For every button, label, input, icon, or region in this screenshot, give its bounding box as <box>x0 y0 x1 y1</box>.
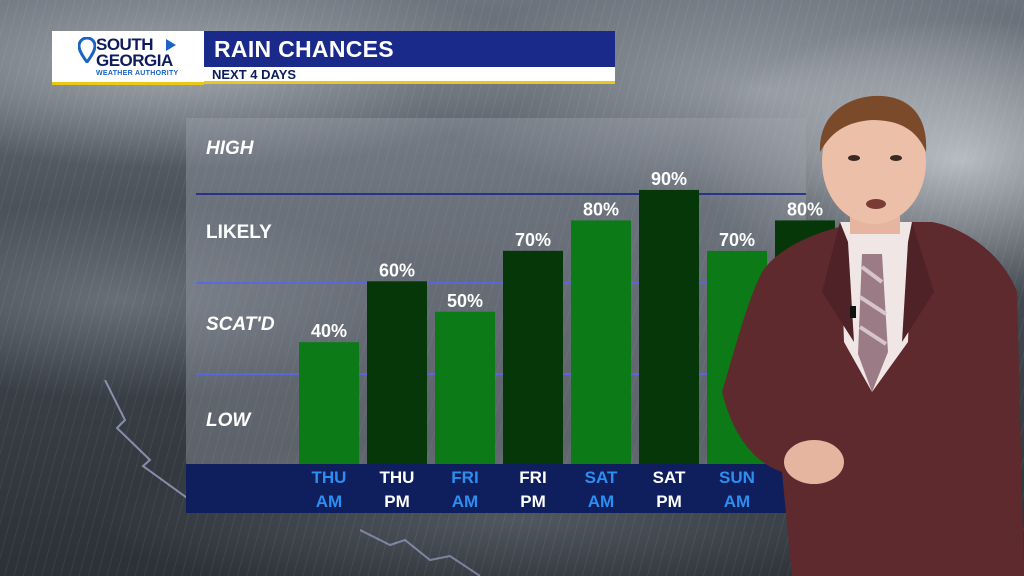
data-label: 90% <box>651 169 687 189</box>
title-bar: RAIN CHANCES <box>204 31 615 67</box>
presenter-figure <box>722 95 1024 576</box>
x-tick-label-day: FRI <box>451 468 478 487</box>
x-axis-strip <box>186 464 796 513</box>
chart-panel <box>186 118 806 464</box>
location-pin-icon <box>78 37 96 63</box>
y-level-label: HIGH <box>206 138 255 159</box>
lightning-bolt-icon <box>360 529 480 576</box>
bar <box>299 342 359 464</box>
page-subtitle: NEXT 4 DAYS <box>212 67 297 82</box>
x-tick-label-day: THU <box>312 468 347 487</box>
x-tick-label-period: PM <box>656 492 682 511</box>
x-tick-label-period: AM <box>452 492 478 511</box>
y-level-label: LOW <box>206 410 252 431</box>
logo-text-south: SOUTH <box>96 35 154 54</box>
logo-text-georgia: GEORGIA <box>96 51 173 70</box>
x-tick-label-day: THU <box>380 468 415 487</box>
logo-text-tagline: WEATHER AUTHORITY <box>96 70 179 77</box>
play-arrow-icon <box>166 39 176 51</box>
x-tick-label-day: FRI <box>519 468 546 487</box>
page-title: RAIN CHANCES <box>214 36 394 62</box>
x-tick-label-day: SAT <box>585 468 618 487</box>
bar <box>503 250 563 464</box>
x-tick-label-day: SAT <box>653 468 686 487</box>
x-tick-label-period: AM <box>588 492 614 511</box>
x-tick-label-period: PM <box>520 492 546 511</box>
data-label: 40% <box>311 321 347 341</box>
data-label: 80% <box>787 199 823 219</box>
x-tick-label-period: AM <box>316 492 342 511</box>
x-tick-label-period: PM <box>384 492 410 511</box>
bar <box>367 281 427 464</box>
y-level-label: SCAT'D <box>206 314 275 335</box>
data-label: 50% <box>447 291 483 311</box>
data-label: 80% <box>583 199 619 219</box>
subtitle-bar: NEXT 4 DAYS <box>204 67 615 84</box>
data-label: 60% <box>379 260 415 280</box>
station-logo: SOUTH GEORGIA WEATHER AUTHORITY <box>52 31 204 85</box>
data-label: 70% <box>719 230 755 250</box>
bar <box>571 220 631 464</box>
lightning-bolt-icon <box>104 380 191 500</box>
bar <box>435 311 495 464</box>
x-tick-label-day: SUN <box>719 468 755 487</box>
x-tick-label-period: AM <box>724 492 750 511</box>
y-level-label: LIKELY <box>206 222 272 243</box>
bar <box>639 189 699 464</box>
data-label: 70% <box>515 230 551 250</box>
